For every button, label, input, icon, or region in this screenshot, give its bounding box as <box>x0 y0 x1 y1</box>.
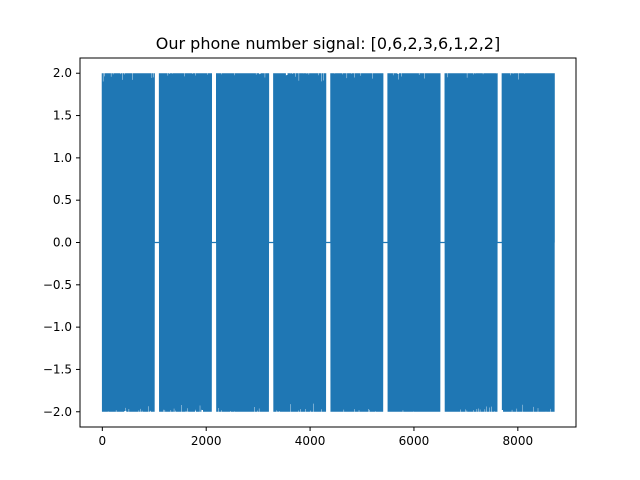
y-tick-label: 1.0 <box>53 151 72 165</box>
y-tick-label: 2.0 <box>53 66 72 80</box>
y-tick-label: 0.0 <box>53 236 72 250</box>
y-axis: −2.0 −1.5 −1.0 −0.5 0.0 0.5 1.0 1.5 2.0 <box>43 66 80 419</box>
y-tick-label: −2.0 <box>43 405 72 419</box>
x-tick-label: 8000 <box>503 434 534 448</box>
y-tick-label: 0.5 <box>53 193 72 207</box>
x-tick-label: 4000 <box>295 434 326 448</box>
y-tick-label: 1.5 <box>53 109 72 123</box>
y-tick-label: −0.5 <box>43 278 72 292</box>
y-tick-label: −1.5 <box>43 362 72 376</box>
signal-series <box>101 73 555 412</box>
signal-line <box>101 73 555 412</box>
x-tick-label: 6000 <box>399 434 430 448</box>
x-tick-label: 2000 <box>191 434 222 448</box>
plot-area <box>79 57 577 428</box>
y-tick-label: −1.0 <box>43 320 72 334</box>
chart-title: Our phone number signal: [0,6,2,3,6,1,2,… <box>156 34 500 53</box>
x-axis: 0 2000 4000 6000 8000 <box>99 427 534 448</box>
x-tick-label: 0 <box>99 434 107 448</box>
